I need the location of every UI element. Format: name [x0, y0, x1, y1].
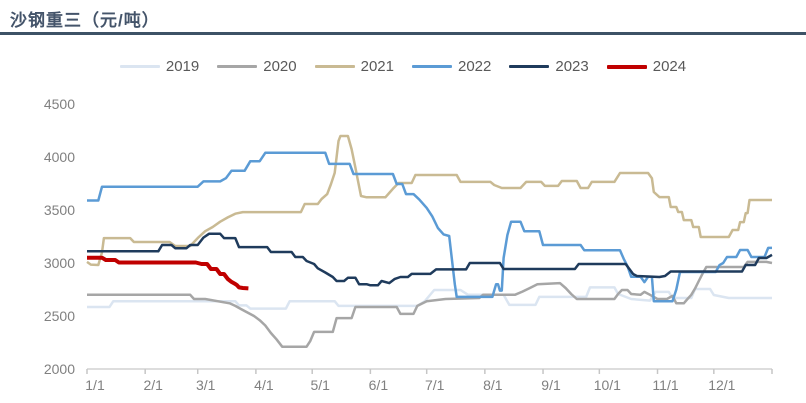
legend-item-2020[interactable]: 2020 — [217, 58, 297, 75]
legend-label-2023: 2023 — [555, 58, 589, 75]
series-line-2020 — [87, 260, 773, 348]
legend-swatch-2023 — [509, 65, 550, 68]
y-axis-label-3000: 3000 — [44, 255, 75, 271]
legend: 2019 2020 2021 2022 2023 2024 — [0, 58, 806, 75]
legend-item-2024[interactable]: 2024 — [606, 58, 687, 75]
series-line-2021 — [86, 134, 772, 267]
title-underline — [0, 32, 806, 35]
series-line-2022 — [87, 151, 772, 303]
legend-label-2024: 2024 — [652, 58, 687, 75]
series-line-2019 — [87, 286, 772, 310]
x-axis-label-4-1: 4/1 — [254, 377, 274, 393]
x-axis-label-2-1: 2/1 — [143, 377, 163, 393]
legend-item-2021[interactable]: 2021 — [314, 58, 394, 75]
y-axis-label-4000: 4000 — [44, 149, 75, 165]
x-axis-label-3-1: 3/1 — [196, 377, 216, 393]
x-axis-label-5-1: 5/1 — [310, 377, 330, 393]
x-axis-label-10-1: 10/1 — [594, 377, 621, 393]
y-axis-label-4500: 4500 — [44, 96, 75, 112]
series-line-2023 — [87, 232, 773, 287]
legend-label-2020: 2020 — [263, 58, 297, 75]
legend-label-2022: 2022 — [458, 58, 492, 75]
legend-swatch-2022 — [412, 65, 452, 68]
legend-item-2022[interactable]: 2022 — [412, 58, 491, 75]
legend-item-2019[interactable]: 2019 — [119, 58, 200, 75]
legend-swatch-2021 — [314, 65, 355, 68]
series-line-2024 — [87, 255, 249, 291]
x-axis-label-7-1: 7/1 — [425, 377, 445, 393]
x-axis-label-6-1: 6/1 — [369, 377, 389, 393]
x-axis-label-11-1: 11/1 — [652, 377, 678, 393]
legend-swatch-2019 — [119, 65, 160, 68]
legend-swatch-2024 — [606, 64, 647, 69]
legend-label-2021: 2021 — [360, 58, 394, 75]
x-axis-label-9-1: 9/1 — [541, 377, 561, 393]
legend-swatch-2020 — [217, 65, 258, 68]
x-axis-label-1-1: 1/1 — [85, 377, 105, 393]
y-axis-label-2500: 2500 — [44, 308, 75, 324]
legend-item-2023[interactable]: 2023 — [509, 58, 589, 75]
y-axis-label-2000: 2000 — [44, 361, 75, 377]
y-axis-label-3500: 3500 — [44, 202, 75, 218]
x-axis-label-12-1: 12/1 — [708, 377, 735, 393]
chart-title: 沙钢重三（元/吨） — [10, 11, 160, 30]
x-axis-label-8-1: 8/1 — [483, 377, 503, 393]
legend-label-2019: 2019 — [165, 58, 200, 75]
